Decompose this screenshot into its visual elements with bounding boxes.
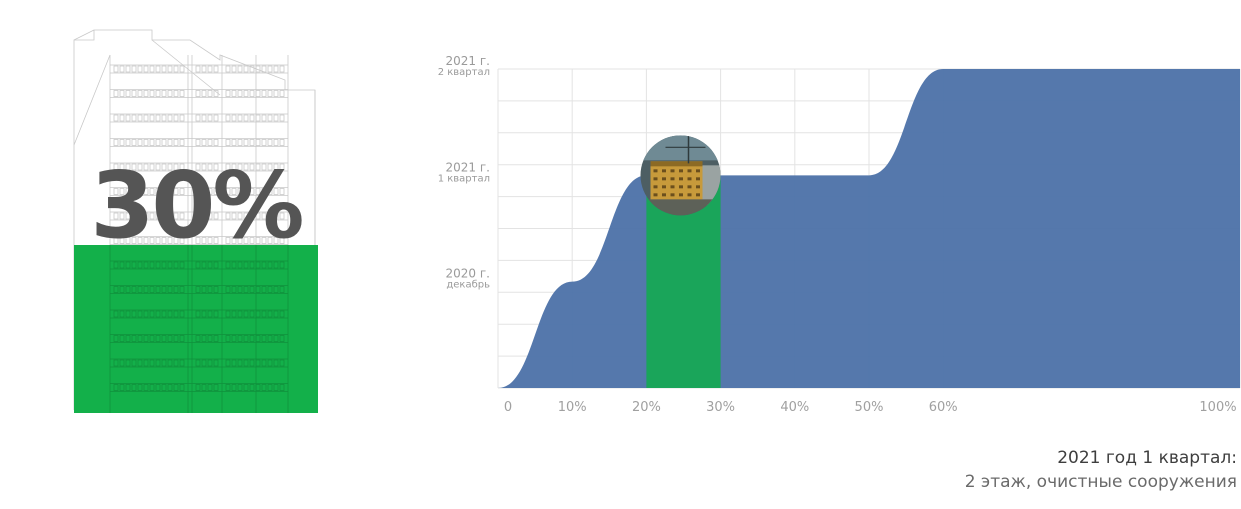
y-axis-label-year: 2021 г. <box>446 160 490 174</box>
x-axis-tick-label: 0 <box>504 400 512 415</box>
y-axis-label-year: 2020 г. <box>446 267 490 281</box>
stage-caption-description: 2 этаж, очистные сооружения <box>964 472 1237 492</box>
x-axis-tick-label: 100% <box>1199 400 1236 415</box>
x-axis-tick-label: 10% <box>558 400 587 415</box>
y-axis-label-year: 2021 г. <box>446 54 490 68</box>
building-illustration <box>73 29 318 413</box>
x-axis-tick-label: 30% <box>706 400 735 415</box>
y-axis-label-period: 2 квартал <box>438 67 490 78</box>
x-axis-tick-label: 50% <box>855 400 884 415</box>
x-axis-tick-label: 60% <box>929 400 958 415</box>
stage-caption-title: 2021 год 1 квартал: <box>1057 448 1237 468</box>
x-axis-tick-label: 20% <box>632 400 661 415</box>
x-axis-tick-label: 40% <box>780 400 809 415</box>
progress-percent: 30% <box>90 152 304 259</box>
y-axis-label-period: декабрь <box>446 280 490 291</box>
y-axis-label-period: 1 квартал <box>438 173 490 184</box>
building-outline-overlay <box>109 245 289 413</box>
stage-caption: 2021 год 1 квартал: 2 этаж, очистные соо… <box>965 446 1237 494</box>
